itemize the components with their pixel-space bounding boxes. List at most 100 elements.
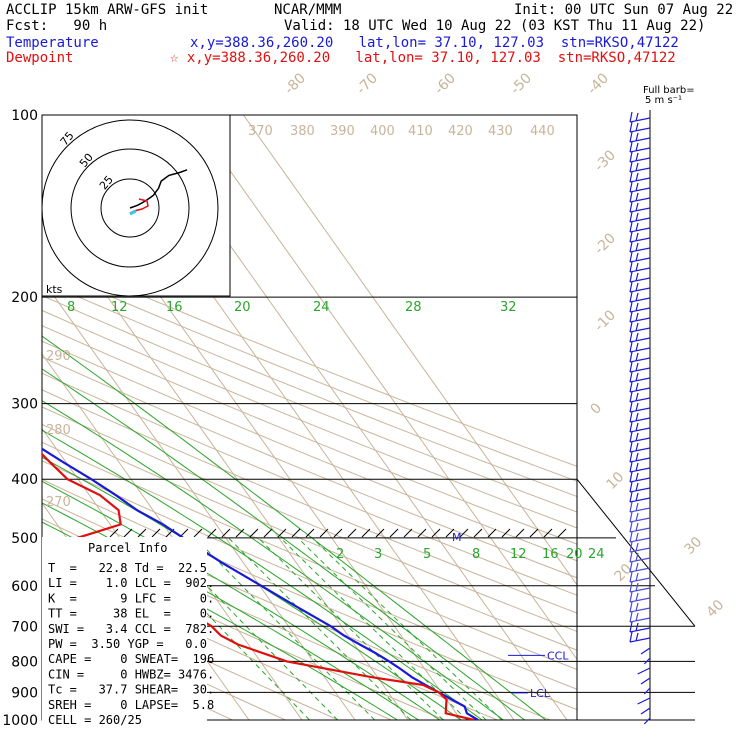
hatch-mark [347, 528, 357, 538]
barb-shaft [629, 437, 651, 443]
barb-flag [635, 292, 639, 302]
barb-flag [629, 551, 633, 563]
wind-barb [629, 241, 651, 253]
barb-flag [629, 321, 633, 333]
dry-adiabat-line [42, 372, 577, 596]
isotherm-label: -60 [432, 70, 459, 97]
isotherm-label: 40 [704, 597, 728, 621]
wind-barb [629, 361, 651, 373]
mixing-ratio-label: 3 [374, 547, 382, 562]
barb-shaft [637, 697, 651, 705]
barb-shaft [629, 507, 651, 513]
parcel-info-row: PW = 3.50 YGP = 0.0 [48, 637, 207, 651]
wind-barb [629, 181, 651, 193]
barb-flag [629, 501, 633, 513]
init-time: Init: 00 UTC Sun 07 Aug 22 [514, 2, 734, 18]
hatch-mark [459, 528, 469, 538]
barb-shaft [629, 267, 651, 273]
barb-shaft [629, 637, 651, 643]
hatch-mark [529, 528, 539, 538]
isotherm-label: -10 [592, 307, 619, 334]
wind-barb [640, 707, 651, 715]
barb-shaft [629, 577, 651, 583]
wind-barb [629, 631, 651, 643]
hatch-mark [291, 528, 301, 538]
isotherm-label: 30 [682, 534, 706, 558]
barb-flag [635, 492, 639, 502]
wind-barb [629, 231, 651, 243]
barb-flag [629, 391, 633, 403]
barb-shaft [643, 687, 651, 695]
barb-flag [629, 471, 633, 483]
barb-flag [635, 502, 639, 512]
barb-flag [629, 241, 633, 253]
barb-flag [629, 431, 633, 443]
barb-flag [629, 301, 633, 313]
wind-barb [629, 281, 651, 293]
mixing-ratio-label: 24 [588, 547, 605, 562]
pressure-tick-label: 300 [11, 397, 38, 413]
hodograph-trace [129, 169, 188, 209]
wind-barb [629, 391, 651, 403]
wind-barb [629, 321, 651, 333]
wind-barb [629, 591, 651, 603]
isotherm-label: -20 [592, 230, 619, 257]
barb-shaft [629, 537, 651, 543]
model-title: ACCLIP 15km ARW-GFS init [6, 2, 209, 18]
diagonal-frame-line [576, 478, 696, 627]
barb-flag [635, 112, 639, 122]
isotherm-label: -30 [592, 147, 619, 174]
barb-shaft [629, 307, 651, 313]
dry-adiabat-line [42, 309, 577, 529]
mixing-ratio-label: 20 [566, 547, 583, 562]
barb-shaft [629, 477, 651, 483]
wind-barb [643, 717, 651, 725]
hodograph-cyan-segment [129, 209, 137, 216]
mixing-ratio-label: 16 [542, 547, 559, 562]
wind-barb [629, 501, 651, 513]
barb-flag [629, 441, 633, 453]
mixing-ratio-line [258, 537, 444, 720]
barb-flag [635, 182, 639, 192]
barb-shaft [640, 647, 651, 655]
isotherm-line [42, 352, 303, 720]
barb-shaft [629, 597, 651, 603]
dry-adiabat-line [42, 389, 577, 614]
barb-flag [629, 251, 633, 263]
pressure-tick-label: 100 [11, 108, 38, 124]
pressure-tick-label: 500 [11, 531, 38, 547]
dry-adiabat-line [42, 252, 577, 467]
barb-shaft [629, 367, 651, 373]
barb-shaft [629, 627, 651, 633]
barb-flag [635, 632, 639, 642]
barb-shaft [629, 217, 651, 223]
hatch-mark [473, 528, 483, 538]
barb-shaft [629, 237, 651, 243]
org-label: NCAR/MMM [274, 2, 342, 18]
barb-flag [635, 422, 639, 432]
barb-flag [635, 122, 639, 132]
barb-flag [635, 192, 639, 202]
dry-adiabat-line [42, 478, 577, 711]
moist-adiabat-label: 24 [313, 300, 330, 315]
dry-adiabat-line [42, 266, 577, 482]
m-marker-label: M [452, 531, 462, 544]
theta-label: 380 [290, 124, 315, 139]
barb-flag [635, 202, 639, 212]
wind-barb [629, 461, 651, 473]
barb-shaft [629, 247, 651, 253]
hatch-mark [137, 528, 147, 538]
parcel-info-row: CAPE = 0 SWEAT= 196 [48, 652, 214, 666]
barb-flag [629, 371, 633, 383]
parcel-info-panel: Parcel Info T = 22.8 Td = 22.5LI = 1.0 L… [42, 537, 214, 727]
hatch-mark [277, 528, 287, 538]
wind-barb [629, 611, 651, 623]
barb-shaft [629, 287, 651, 293]
barb-key-line1: Full barb= [643, 85, 695, 96]
pressure-tick-label: 800 [11, 654, 38, 670]
barb-flag [635, 442, 639, 452]
parcel-info-row: CIN = 0 HWBZ= 3476. [48, 667, 214, 681]
wind-barb [629, 331, 651, 343]
barb-flag [629, 491, 633, 503]
theta-label: 400 [370, 124, 395, 139]
